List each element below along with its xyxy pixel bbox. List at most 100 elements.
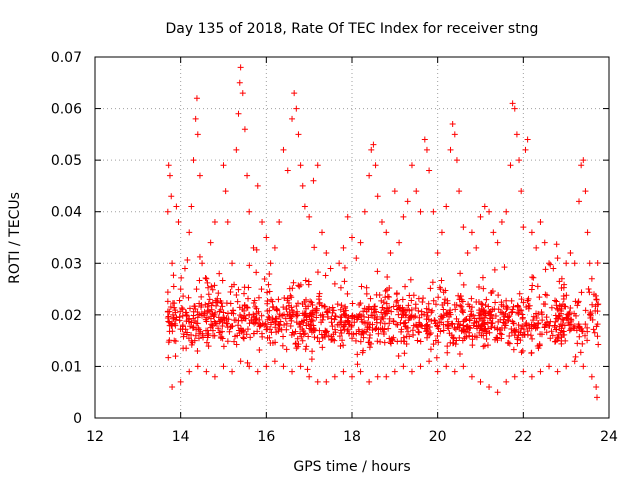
data-point: [593, 296, 600, 303]
x-tick-label: 20: [429, 429, 447, 445]
data-point: [396, 239, 403, 246]
data-point: [325, 332, 332, 339]
data-point: [582, 307, 589, 314]
data-point: [468, 229, 475, 236]
data-point: [460, 363, 467, 370]
data-point: [355, 326, 362, 333]
data-point: [253, 310, 260, 317]
data-point: [542, 301, 549, 308]
data-point: [553, 298, 560, 305]
data-point: [359, 349, 366, 356]
data-point: [353, 255, 360, 262]
data-point: [486, 208, 493, 215]
data-point: [443, 363, 450, 370]
data-point: [415, 329, 422, 336]
data-point: [328, 333, 335, 340]
data-point: [560, 317, 567, 324]
data-point: [265, 313, 272, 320]
data-point: [427, 329, 434, 336]
data-point: [374, 193, 381, 200]
data-point: [190, 312, 197, 319]
data-point: [376, 292, 383, 299]
data-point: [326, 305, 333, 312]
data-point: [527, 332, 534, 339]
data-point: [280, 333, 287, 340]
data-point: [276, 219, 283, 226]
data-point: [287, 312, 294, 319]
data-point: [266, 334, 273, 341]
data-point: [452, 341, 459, 348]
data-point: [386, 320, 393, 327]
data-point: [247, 334, 254, 341]
data-point: [499, 309, 506, 316]
data-point: [586, 289, 593, 296]
data-point: [322, 272, 329, 279]
data-point: [194, 363, 201, 370]
data-point: [492, 299, 499, 306]
data-point: [232, 333, 239, 340]
data-point: [518, 296, 525, 303]
data-point: [336, 260, 343, 267]
data-point: [534, 283, 541, 290]
data-point: [546, 322, 553, 329]
data-point: [520, 368, 527, 375]
data-point: [344, 213, 351, 220]
data-point: [412, 301, 419, 308]
data-point: [308, 299, 315, 306]
data-point: [329, 323, 336, 330]
data-point: [340, 244, 347, 251]
data-point: [180, 331, 187, 338]
data-point: [567, 249, 574, 256]
data-point: [340, 342, 347, 349]
data-point: [166, 172, 173, 179]
data-point: [421, 136, 428, 143]
data-point: [400, 213, 407, 220]
data-point: [318, 331, 325, 338]
data-point: [593, 384, 600, 391]
data-point: [342, 303, 349, 310]
data-point: [464, 249, 471, 256]
data-point: [421, 311, 428, 318]
data-point: [509, 306, 516, 313]
data-point: [370, 306, 377, 313]
data-point: [491, 266, 498, 273]
data-point: [518, 349, 525, 356]
data-point: [520, 224, 527, 231]
data-point: [594, 308, 601, 315]
data-point: [363, 284, 370, 291]
data-point: [301, 203, 308, 210]
data-point: [387, 249, 394, 256]
data-point: [176, 297, 183, 304]
data-point: [451, 301, 458, 308]
data-point: [404, 198, 411, 205]
data-point: [518, 307, 525, 314]
data-point: [203, 339, 210, 346]
data-point: [506, 332, 513, 339]
data-point: [297, 330, 304, 337]
data-point: [381, 339, 388, 346]
data-point: [281, 295, 288, 302]
data-point: [567, 304, 574, 311]
data-point: [303, 343, 310, 350]
data-point: [198, 293, 205, 300]
data-point: [390, 318, 397, 325]
data-point: [551, 322, 558, 329]
data-point: [169, 300, 176, 307]
data-point: [350, 331, 357, 338]
data-point: [403, 341, 410, 348]
data-point: [380, 299, 387, 306]
data-point: [552, 338, 559, 345]
data-point: [276, 325, 283, 332]
data-point: [481, 203, 488, 210]
data-point: [271, 244, 278, 251]
data-point: [331, 316, 338, 323]
data-point: [229, 260, 236, 267]
data-point: [322, 327, 329, 334]
data-point: [303, 322, 310, 329]
data-point: [495, 318, 502, 325]
data-point: [577, 349, 584, 356]
data-point: [498, 219, 505, 226]
data-point: [251, 314, 258, 321]
data-point: [417, 363, 424, 370]
data-point: [366, 172, 373, 179]
